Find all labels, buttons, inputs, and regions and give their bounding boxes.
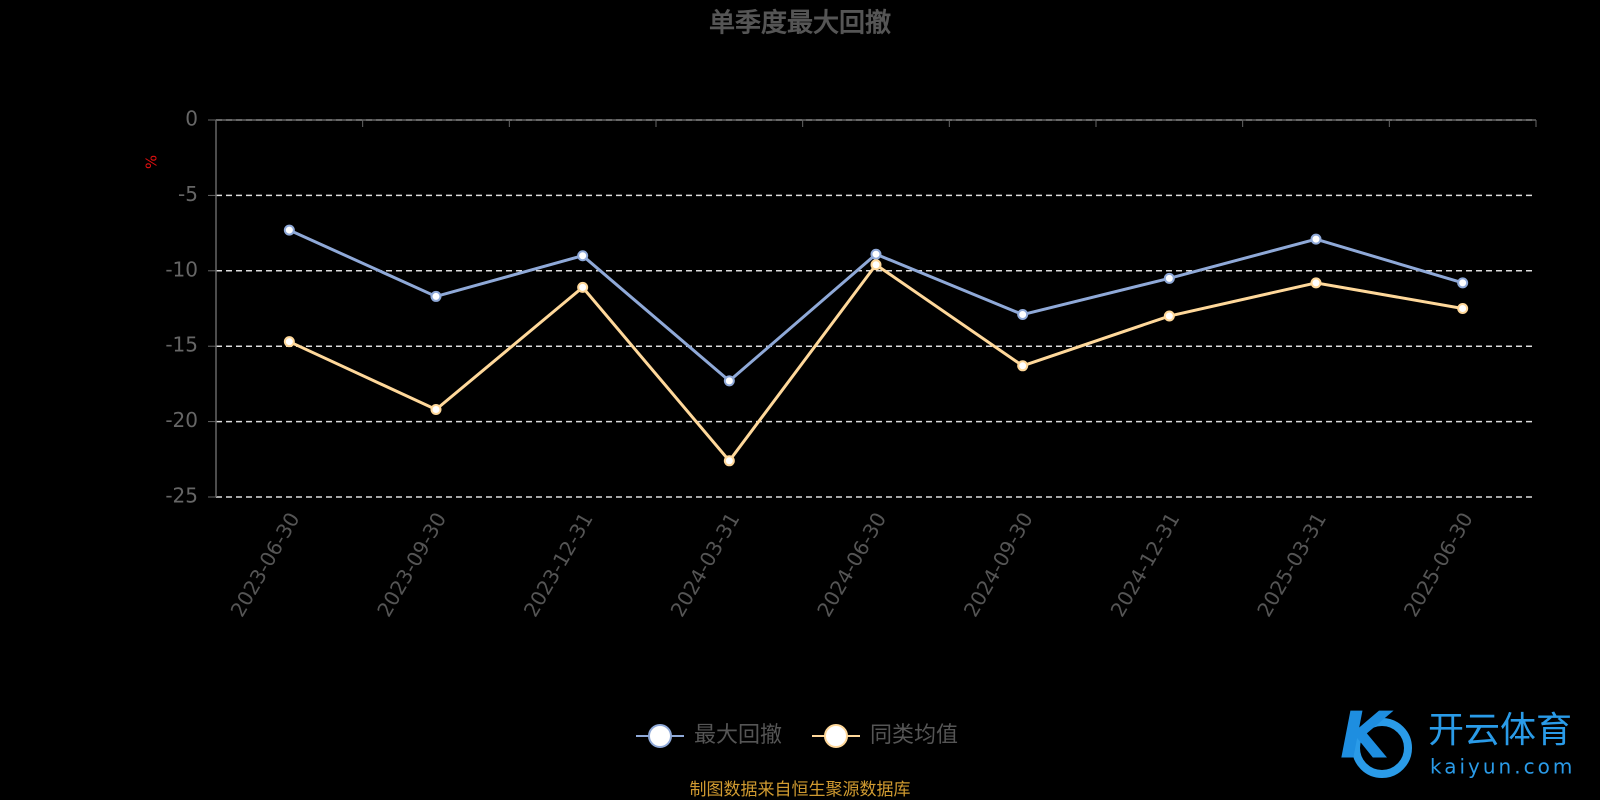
data-point [1017,360,1029,372]
watermark-k: K [1340,700,1394,774]
data-point [723,455,735,467]
data-point [577,281,589,293]
data-point [723,375,735,387]
data-point [283,336,295,348]
data-point [1017,309,1029,321]
data-point [1310,233,1322,245]
y-tick-label: -5 [178,182,198,206]
data-point [577,250,589,262]
y-tick-label: -20 [165,408,198,432]
source-note: 制图数据来自恒生聚源数据库 [690,780,911,800]
data-point [1163,272,1175,284]
data-point [870,259,882,271]
legend-marker [824,724,848,748]
legend-label: 同类均值 [870,723,958,748]
watermark-brand: 开云体育 [1428,710,1572,751]
data-point [1457,277,1469,289]
data-point [870,248,882,260]
data-point [1457,303,1469,314]
legend-marker [648,724,672,748]
watermark: K 开云体育 kaiyun.com [1340,700,1575,779]
data-point [1163,310,1175,322]
data-point [430,290,442,302]
data-point [283,224,295,236]
y-tick-label: -15 [165,333,198,357]
watermark-site: kaiyun.com [1430,755,1575,779]
y-tick-label: -25 [165,484,198,508]
data-point [1310,277,1322,289]
y-tick-label: -10 [165,257,198,281]
legend-label: 最大回撤 [694,723,782,748]
y-tick-label: 0 [185,107,198,131]
chart-title: 单季度最大回撤 [709,8,891,39]
y-axis-label: % [143,155,161,169]
watermark-logo [1352,718,1412,778]
data-point [430,404,442,416]
